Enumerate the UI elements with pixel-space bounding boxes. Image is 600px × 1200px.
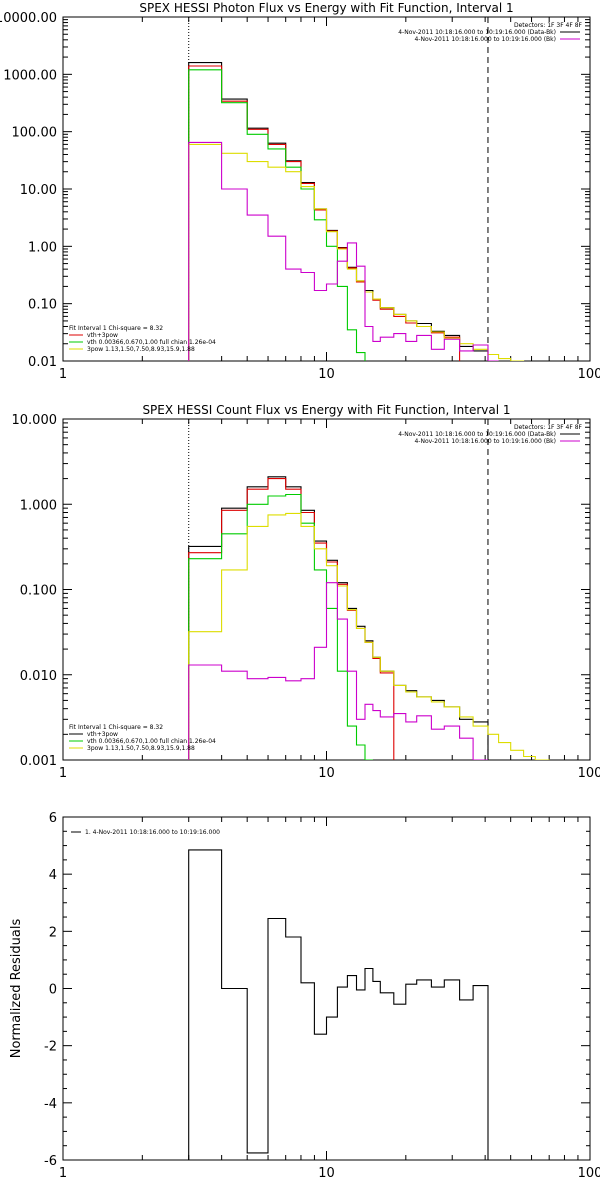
series-line — [188, 849, 489, 1160]
y-tick-label: 1000.00 — [3, 68, 57, 83]
y-tick-label: -2 — [44, 1040, 57, 1055]
series-line — [188, 65, 461, 361]
photon-flux-chart: SPEX HESSI Photon Flux vs Energy with Fi… — [0, 1, 600, 382]
series-line — [188, 69, 374, 361]
x-tick-label: 10 — [318, 367, 335, 382]
legend-entry: 4-Nov-2011 10:18:16.000 to 10:19:16.000 … — [414, 438, 556, 445]
series-line — [188, 493, 373, 760]
fit-legend-header: Fit Interval 1 Chi-square = 8.32 — [69, 325, 163, 332]
x-tick-label: 100 — [578, 766, 600, 781]
y-tick-label: 0.01 — [28, 355, 57, 370]
series-line — [188, 476, 489, 760]
x-tick-label: 1 — [59, 1166, 67, 1181]
y-tick-label: 2 — [49, 925, 57, 940]
fit-legend-entry: vth 0.00366,0.670,1.00 full chian 1.26e-… — [87, 339, 216, 346]
series-line — [188, 582, 488, 760]
y-tick-label: 10.000 — [12, 413, 58, 428]
fit-legend-entry: 3pow 1.13,1.50,7.50,8.93,15.9,1.88 — [87, 745, 195, 752]
legend-entry: 4-Nov-2011 10:18:16.000 to 10:19:16.000 … — [398, 29, 556, 36]
y-tick-label: 0.100 — [20, 584, 57, 599]
x-tick-label: 10 — [318, 1166, 335, 1181]
y-tick-label: 1.00 — [28, 240, 57, 255]
chart-title: SPEX HESSI Count Flux vs Energy with Fit… — [142, 403, 510, 417]
y-tick-label: 100.00 — [12, 126, 58, 141]
y-tick-label: 4 — [49, 868, 57, 883]
series-line — [188, 143, 536, 361]
fit-legend-entry: vth+3pow — [87, 332, 118, 339]
plot-frame — [62, 816, 591, 1161]
y-tick-label: 0.10 — [28, 298, 57, 313]
x-tick-label: 10 — [318, 766, 335, 781]
y-tick-label: 0.010 — [20, 669, 57, 684]
fit-legend-entry: vth+3pow — [87, 731, 118, 738]
fit-legend-entry: 3pow 1.13,1.50,7.50,8.93,15.9,1.88 — [87, 346, 195, 353]
series-line — [188, 62, 489, 361]
x-tick-label: 100 — [578, 1166, 600, 1181]
y-tick-label: 0.001 — [20, 754, 57, 769]
fit-legend-entry: vth 0.00366,0.670,1.00 full chian 1.26e-… — [87, 738, 216, 745]
residuals-chart: 1 10 100 -6 -4 -2 0 2 4 6 Normalized Residuals 1. 4… — [9, 811, 600, 1181]
chart-title: SPEX HESSI Photon Flux vs Energy with Fi… — [139, 1, 513, 15]
y-tick-label: 10000.00 — [0, 11, 57, 26]
y-tick-label: -4 — [44, 1097, 57, 1112]
y-tick-label: -6 — [44, 1154, 57, 1169]
x-tick-label: 1 — [59, 766, 67, 781]
y-tick-label: 6 — [49, 811, 57, 826]
count-flux-chart: SPEX HESSI Count Flux vs Energy with Fit… — [12, 403, 600, 781]
plot-frame — [62, 16, 591, 362]
legend-header: Detectors: 1F 3F 4F 8F — [514, 22, 583, 29]
series-line — [188, 478, 395, 760]
y-tick-label: 0 — [49, 983, 57, 998]
fit-legend-header: Fit Interval 1 Chi-square = 8.32 — [69, 724, 163, 731]
legend-header: Detectors: 1F 3F 4F 8F — [514, 424, 583, 431]
x-tick-label: 100 — [578, 367, 600, 382]
legend-entry: 4-Nov-2011 10:18:16.000 to 10:19:16.000 … — [414, 36, 556, 43]
y-axis-label: Normalized Residuals — [9, 919, 24, 1059]
y-tick-label: 10.00 — [20, 183, 57, 198]
series-line — [188, 512, 563, 760]
series-line — [188, 141, 499, 361]
legend-entry: 4-Nov-2011 10:18:16.000 to 10:19:16.000 … — [398, 431, 556, 438]
x-tick-label: 1 — [59, 367, 67, 382]
y-tick-label: 1.000 — [20, 498, 57, 513]
legend-entry: 1. 4-Nov-2011 10:18:16.000 to 10:19:16.0… — [85, 829, 220, 836]
